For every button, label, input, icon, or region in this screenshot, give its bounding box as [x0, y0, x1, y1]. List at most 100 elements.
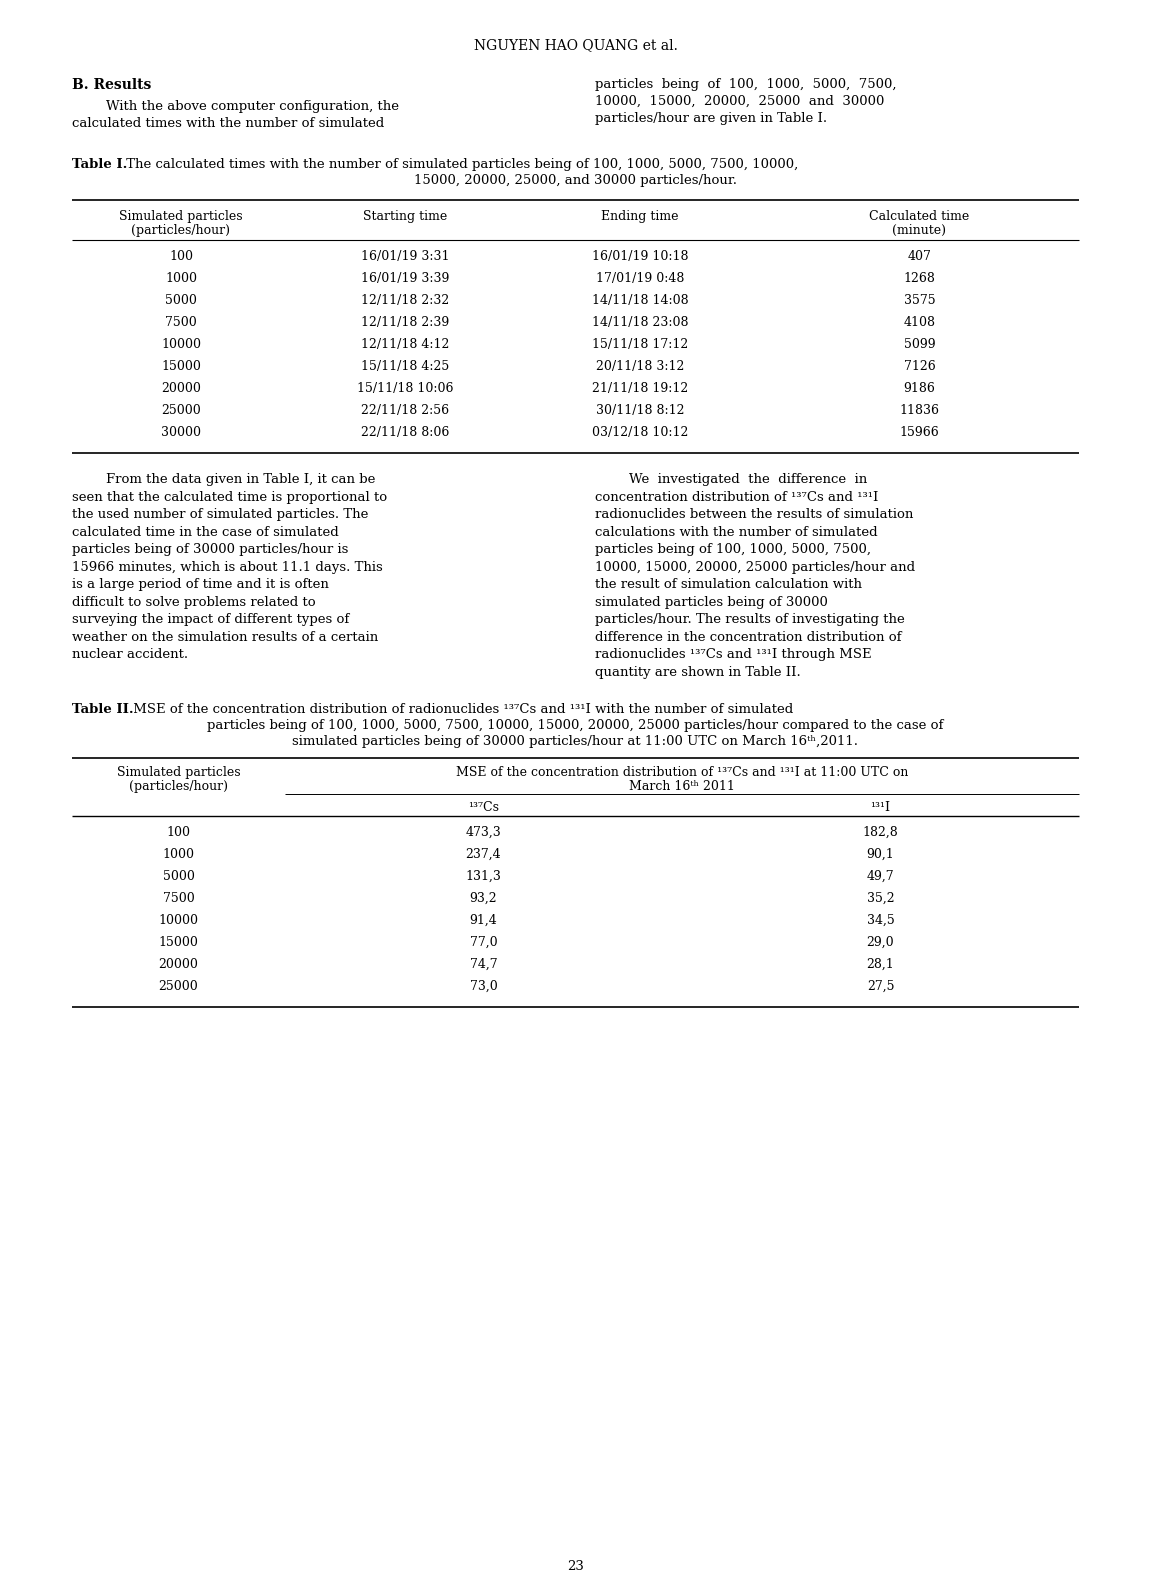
Text: From the data given in Table I, it can be: From the data given in Table I, it can b… — [73, 473, 375, 486]
Text: 100: 100 — [169, 250, 193, 263]
Text: 23: 23 — [567, 1561, 584, 1573]
Text: quantity are shown in Table II.: quantity are shown in Table II. — [595, 666, 801, 679]
Text: the used number of simulated particles. The: the used number of simulated particles. … — [73, 508, 368, 521]
Text: 10000, 15000, 20000, 25000 particles/hour and: 10000, 15000, 20000, 25000 particles/hou… — [595, 561, 915, 574]
Text: 131,3: 131,3 — [465, 870, 502, 883]
Text: 11836: 11836 — [899, 403, 939, 418]
Text: 21/11/18 19:12: 21/11/18 19:12 — [592, 383, 688, 395]
Text: ¹³⁷Cs: ¹³⁷Cs — [468, 802, 500, 815]
Text: (particles/hour): (particles/hour) — [131, 225, 230, 238]
Text: 17/01/19 0:48: 17/01/19 0:48 — [596, 273, 684, 285]
Text: 16/01/19 10:18: 16/01/19 10:18 — [592, 250, 688, 263]
Text: 15/11/18 17:12: 15/11/18 17:12 — [592, 338, 688, 351]
Text: 25000: 25000 — [159, 980, 198, 993]
Text: difficult to solve problems related to: difficult to solve problems related to — [73, 596, 315, 609]
Text: Starting time: Starting time — [363, 210, 447, 223]
Text: ¹³¹I: ¹³¹I — [870, 802, 891, 815]
Text: 93,2: 93,2 — [470, 893, 497, 905]
Text: 100: 100 — [167, 826, 191, 838]
Text: 03/12/18 10:12: 03/12/18 10:12 — [592, 426, 688, 438]
Text: 28,1: 28,1 — [867, 958, 894, 971]
Text: 10000: 10000 — [159, 913, 198, 928]
Text: 49,7: 49,7 — [867, 870, 894, 883]
Text: The calculated times with the number of simulated particles being of 100, 1000, : The calculated times with the number of … — [122, 158, 799, 171]
Text: calculated time in the case of simulated: calculated time in the case of simulated — [73, 526, 338, 539]
Text: particles  being  of  100,  1000,  5000,  7500,: particles being of 100, 1000, 5000, 7500… — [595, 78, 897, 91]
Text: 473,3: 473,3 — [466, 826, 502, 838]
Text: 20/11/18 3:12: 20/11/18 3:12 — [596, 360, 684, 373]
Text: difference in the concentration distribution of: difference in the concentration distribu… — [595, 631, 901, 644]
Text: 16/01/19 3:31: 16/01/19 3:31 — [360, 250, 449, 263]
Text: 35,2: 35,2 — [867, 893, 894, 905]
Text: surveying the impact of different types of: surveying the impact of different types … — [73, 614, 349, 626]
Text: Table I.: Table I. — [73, 158, 128, 171]
Text: MSE of the concentration distribution of radionuclides ¹³⁷Cs and ¹³¹I with the n: MSE of the concentration distribution of… — [129, 703, 793, 716]
Text: particles being of 30000 particles/hour is: particles being of 30000 particles/hour … — [73, 544, 349, 556]
Text: 30000: 30000 — [161, 426, 201, 438]
Text: particles being of 100, 1000, 5000, 7500,: particles being of 100, 1000, 5000, 7500… — [595, 544, 871, 556]
Text: 16/01/19 3:39: 16/01/19 3:39 — [360, 273, 449, 285]
Text: 10000,  15000,  20000,  25000  and  30000: 10000, 15000, 20000, 25000 and 30000 — [595, 96, 884, 108]
Text: 15000: 15000 — [159, 936, 198, 948]
Text: Simulated particles: Simulated particles — [120, 210, 243, 223]
Text: seen that the calculated time is proportional to: seen that the calculated time is proport… — [73, 491, 387, 504]
Text: the result of simulation calculation with: the result of simulation calculation wit… — [595, 579, 862, 591]
Text: 7500: 7500 — [162, 893, 195, 905]
Text: 5000: 5000 — [162, 870, 195, 883]
Text: calculations with the number of simulated: calculations with the number of simulate… — [595, 526, 877, 539]
Text: 12/11/18 4:12: 12/11/18 4:12 — [360, 338, 449, 351]
Text: 5000: 5000 — [165, 293, 197, 308]
Text: 34,5: 34,5 — [867, 913, 894, 928]
Text: 15966: 15966 — [900, 426, 939, 438]
Text: particles/hour. The results of investigating the: particles/hour. The results of investiga… — [595, 614, 905, 626]
Text: 15/11/18 4:25: 15/11/18 4:25 — [361, 360, 449, 373]
Text: Table II.: Table II. — [73, 703, 134, 716]
Text: MSE of the concentration distribution of ¹³⁷Cs and ¹³¹I at 11:00 UTC on: MSE of the concentration distribution of… — [456, 767, 908, 779]
Text: 12/11/18 2:39: 12/11/18 2:39 — [361, 316, 449, 328]
Text: 7500: 7500 — [165, 316, 197, 328]
Text: 407: 407 — [907, 250, 931, 263]
Text: NGUYEN HAO QUANG et al.: NGUYEN HAO QUANG et al. — [473, 38, 678, 53]
Text: 182,8: 182,8 — [862, 826, 899, 838]
Text: (minute): (minute) — [892, 225, 946, 238]
Text: radionuclides ¹³⁷Cs and ¹³¹I through MSE: radionuclides ¹³⁷Cs and ¹³¹I through MSE — [595, 649, 871, 662]
Text: simulated particles being of 30000 particles/hour at 11:00 UTC on March 16ᵗʰ,201: simulated particles being of 30000 parti… — [292, 735, 859, 748]
Text: is a large period of time and it is often: is a large period of time and it is ofte… — [73, 579, 329, 591]
Text: 1000: 1000 — [165, 273, 197, 285]
Text: simulated particles being of 30000: simulated particles being of 30000 — [595, 596, 828, 609]
Text: 12/11/18 2:32: 12/11/18 2:32 — [361, 293, 449, 308]
Text: 9186: 9186 — [904, 383, 936, 395]
Text: 15000, 20000, 25000, and 30000 particles/hour.: 15000, 20000, 25000, and 30000 particles… — [414, 174, 737, 186]
Text: 15000: 15000 — [161, 360, 201, 373]
Text: nuclear accident.: nuclear accident. — [73, 649, 188, 662]
Text: We  investigated  the  difference  in: We investigated the difference in — [595, 473, 867, 486]
Text: 90,1: 90,1 — [867, 848, 894, 861]
Text: B. Results: B. Results — [73, 78, 152, 92]
Text: 30/11/18 8:12: 30/11/18 8:12 — [596, 403, 684, 418]
Text: calculated times with the number of simulated: calculated times with the number of simu… — [73, 116, 384, 131]
Text: Simulated particles: Simulated particles — [116, 767, 241, 779]
Text: particles/hour are given in Table I.: particles/hour are given in Table I. — [595, 112, 828, 124]
Text: 77,0: 77,0 — [470, 936, 497, 948]
Text: With the above computer configuration, the: With the above computer configuration, t… — [73, 100, 399, 113]
Text: 20000: 20000 — [161, 383, 201, 395]
Text: 27,5: 27,5 — [867, 980, 894, 993]
Text: 1000: 1000 — [162, 848, 195, 861]
Text: 7126: 7126 — [904, 360, 936, 373]
Text: radionuclides between the results of simulation: radionuclides between the results of sim… — [595, 508, 914, 521]
Text: particles being of 100, 1000, 5000, 7500, 10000, 15000, 20000, 25000 particles/h: particles being of 100, 1000, 5000, 7500… — [207, 719, 944, 732]
Text: concentration distribution of ¹³⁷Cs and ¹³¹I: concentration distribution of ¹³⁷Cs and … — [595, 491, 878, 504]
Text: 4108: 4108 — [904, 316, 936, 328]
Text: March 16ᵗʰ 2011: March 16ᵗʰ 2011 — [630, 779, 735, 792]
Text: 73,0: 73,0 — [470, 980, 497, 993]
Text: 10000: 10000 — [161, 338, 201, 351]
Text: 237,4: 237,4 — [466, 848, 502, 861]
Text: 22/11/18 8:06: 22/11/18 8:06 — [360, 426, 449, 438]
Text: 22/11/18 2:56: 22/11/18 2:56 — [361, 403, 449, 418]
Text: 15966 minutes, which is about 11.1 days. This: 15966 minutes, which is about 11.1 days.… — [73, 561, 383, 574]
Text: 1268: 1268 — [904, 273, 936, 285]
Text: 20000: 20000 — [159, 958, 198, 971]
Text: 3575: 3575 — [904, 293, 936, 308]
Text: weather on the simulation results of a certain: weather on the simulation results of a c… — [73, 631, 379, 644]
Text: 91,4: 91,4 — [470, 913, 497, 928]
